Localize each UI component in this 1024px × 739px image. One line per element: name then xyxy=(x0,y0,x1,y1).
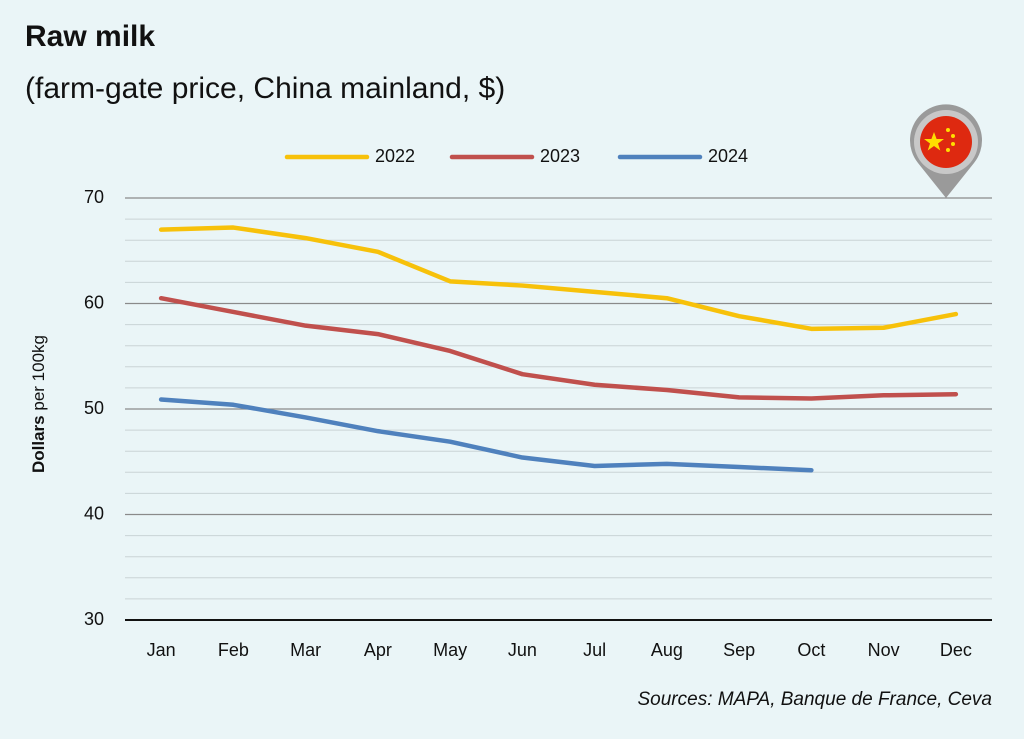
series-line xyxy=(158,225,959,332)
y-tick-label: 60 xyxy=(84,292,104,312)
x-tick-label: Jun xyxy=(508,640,537,660)
x-tick-label: Nov xyxy=(868,640,900,660)
series-line xyxy=(158,397,814,473)
chart-subtitle: (farm-gate price, China mainland, $) xyxy=(25,72,505,105)
x-tick-label: Apr xyxy=(364,640,392,660)
flag-pin xyxy=(910,104,983,198)
legend-label: 2023 xyxy=(540,146,580,166)
chart-title: Raw milk xyxy=(25,20,155,53)
y-axis-label-bold: Dollars xyxy=(29,415,48,473)
source-note: Sources: MAPA, Banque de France, Ceva xyxy=(638,689,993,710)
x-tick-label: Mar xyxy=(290,640,321,660)
x-tick-label: Sep xyxy=(723,640,755,660)
legend-label: 2024 xyxy=(708,146,748,166)
y-tick-label: 70 xyxy=(84,187,104,207)
y-axis-label-rest: per 100kg xyxy=(29,335,48,411)
x-tick-label: Aug xyxy=(651,640,683,660)
x-tick-label: May xyxy=(433,640,467,660)
x-tick-label: Oct xyxy=(797,640,825,660)
legend-label: 2022 xyxy=(375,146,415,166)
y-axis-label: Dollars per 100kg xyxy=(29,335,48,473)
y-tick-label: 40 xyxy=(84,503,104,523)
y-tick-label: 30 xyxy=(84,609,104,629)
x-tick-label: Feb xyxy=(218,640,249,660)
x-tick-label: Dec xyxy=(940,640,972,660)
x-tick-label: Jul xyxy=(583,640,606,660)
x-tick-label: Jan xyxy=(147,640,176,660)
y-tick-label: 50 xyxy=(84,398,104,418)
series-line xyxy=(158,295,959,401)
